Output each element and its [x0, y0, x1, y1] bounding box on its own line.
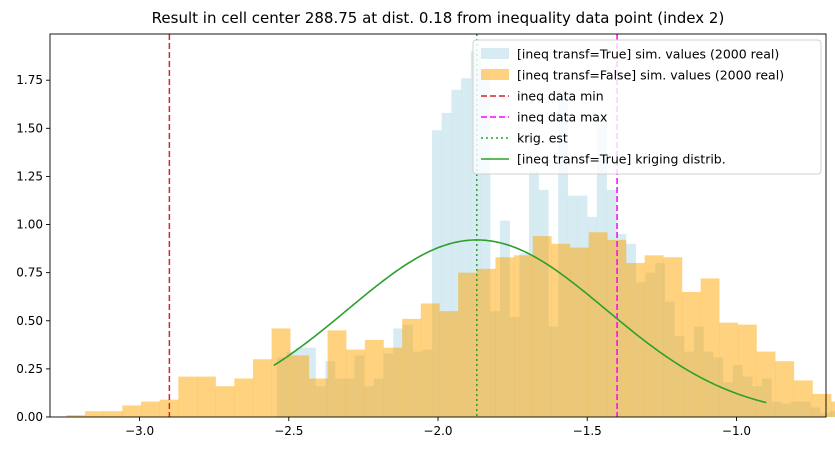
hist-bar [607, 239, 627, 417]
hist-bar [103, 411, 123, 417]
hist-bar [514, 255, 533, 417]
hist-bar [402, 318, 422, 417]
hist-bar [644, 255, 664, 417]
hist-bar [719, 322, 739, 417]
hist-bar [196, 376, 216, 417]
hist-bar [495, 257, 515, 417]
legend-label: krig. est [517, 131, 568, 146]
hist-bar [458, 272, 477, 417]
hist-bar [383, 347, 403, 417]
hist-bar [122, 405, 142, 417]
hist-bar [85, 411, 104, 417]
x-tick-label: −1.5 [573, 424, 602, 438]
x-tick-label: −3.0 [125, 424, 154, 438]
hist-bar [700, 278, 720, 417]
y-tick-label: 0.00 [16, 410, 43, 424]
hist-bar [476, 268, 496, 417]
kriging-distrib-line [273, 239, 767, 404]
hist-bar [252, 359, 272, 417]
legend-item: ineq data min [481, 89, 604, 104]
legend-item: ineq data max [481, 110, 607, 125]
y-tick-label: 1.00 [16, 218, 43, 232]
hist-bar [570, 247, 589, 417]
y-tick-label: 0.25 [16, 362, 43, 376]
hist-bar [626, 263, 645, 417]
hist-bar [234, 378, 254, 417]
hist-bar [831, 401, 835, 417]
hist-bar [346, 349, 366, 417]
hist-bar [327, 330, 347, 417]
hist-bar [588, 232, 608, 417]
hist-bar [290, 355, 310, 417]
x-tick-label: −1.0 [722, 424, 751, 438]
hist-bar [141, 401, 160, 417]
hist-bar [461, 78, 472, 418]
hist-bar [793, 380, 813, 417]
legend-label: [ineq transf=True] kriging distrib. [517, 152, 726, 167]
hist-bar [681, 291, 701, 417]
plot-area [66, 34, 835, 418]
x-tick-label: −2.0 [423, 424, 452, 438]
hist-bar [532, 236, 552, 417]
hist-bar [420, 303, 440, 417]
legend: [ineq transf=True] sim. values (2000 rea… [472, 39, 822, 175]
hist-bar [215, 386, 235, 417]
legend-item: krig. est [481, 131, 568, 146]
legend-swatch [481, 48, 509, 59]
legend-label: [ineq transf=True] sim. values (2000 rea… [517, 47, 779, 62]
hist-bar [432, 130, 442, 418]
hist-bar [470, 51, 481, 418]
hist-bar [451, 89, 462, 417]
y-tick-label: 1.25 [16, 169, 43, 183]
x-tick-label: −2.5 [274, 424, 303, 438]
hist-bar [178, 376, 198, 417]
legend-item: [ineq transf=True] kriging distrib. [481, 152, 726, 167]
legend-swatch [481, 69, 509, 80]
axes: −3.0 −2.5 −2.0 −1.5 −1.0 0.00 0.25 0.50 0.75 1.00… [16, 33, 827, 438]
legend-label: ineq data max [517, 110, 607, 125]
hist-bar [775, 361, 795, 417]
hist-bar [480, 70, 491, 417]
legend-box [472, 39, 822, 175]
hist-bar [66, 415, 86, 417]
hist-series-1 [66, 232, 835, 417]
chart-title: Result in cell center 288.75 at dist. 0.… [152, 9, 725, 27]
hist-bar [812, 393, 832, 417]
hist-bar [439, 311, 459, 417]
legend-item: [ineq transf=True] sim. values (2000 rea… [481, 47, 779, 62]
hist-bar [271, 328, 291, 417]
y-tick-label: 1.75 [16, 73, 43, 87]
legend-label: ineq data min [517, 89, 604, 104]
hist-bar [308, 378, 328, 417]
hist-bar [737, 324, 757, 417]
y-tick-label: 0.50 [16, 314, 43, 328]
hist-bar [756, 351, 776, 417]
legend-item: [ineq transf=False] sim. values (2000 re… [481, 68, 784, 83]
hist-bar [663, 257, 683, 417]
y-tick-label: 0.75 [16, 266, 43, 280]
hist-bar [441, 112, 452, 417]
legend-label: [ineq transf=False] sim. values (2000 re… [517, 68, 784, 83]
y-tick-label: 1.50 [16, 121, 43, 135]
hist-bar [551, 243, 571, 417]
hist-bar [364, 340, 384, 417]
